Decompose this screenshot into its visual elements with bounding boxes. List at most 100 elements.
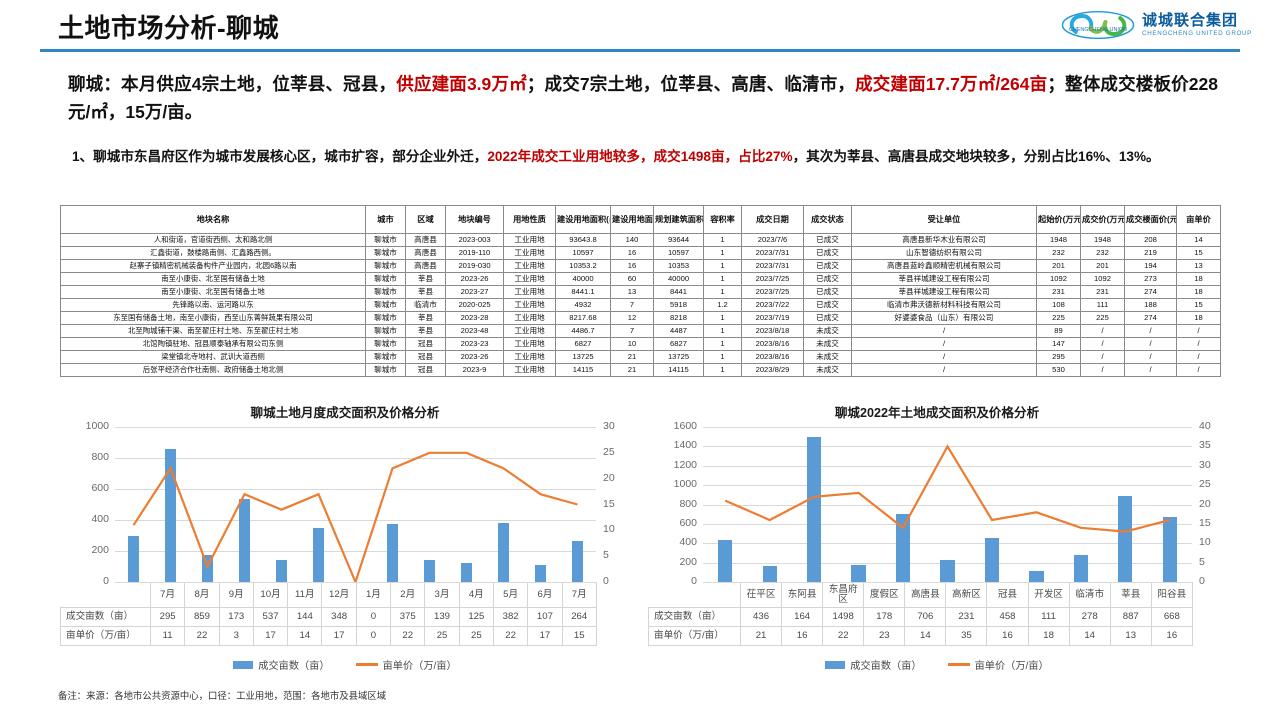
- gridline: [115, 520, 596, 521]
- y-axis-tick-label: 200: [679, 555, 697, 568]
- chart-row-label: 成交亩数（亩）: [60, 607, 151, 627]
- chart-value-cell: 1498: [822, 607, 865, 627]
- chart-value-cell: 35: [945, 626, 988, 646]
- bullet-text-2: ，其次为莘县、高唐县成交地块较多，分别占比16%、13%。: [792, 149, 1160, 164]
- table-cell: 莘县: [405, 324, 446, 338]
- table-cell: 15: [1176, 246, 1221, 260]
- table-cell: 1: [703, 350, 742, 364]
- table-cell: 188: [1124, 298, 1177, 312]
- chart-legend: 成交亩数（亩） 亩单价（万/亩）: [60, 657, 630, 672]
- table-cell: 1: [703, 324, 742, 338]
- table-cell: 231: [1080, 285, 1125, 299]
- table-cell: 1: [703, 337, 742, 351]
- table-cell: 274: [1124, 311, 1177, 325]
- bar: [1073, 555, 1088, 582]
- chart-category-label: 度假区: [863, 582, 906, 608]
- chart-value-cell: 348: [321, 607, 357, 627]
- table-cell: 8217.68: [555, 311, 611, 325]
- chart-value-cell: 17: [527, 626, 563, 646]
- chart-value-cell: 21: [739, 626, 783, 646]
- gridline: [703, 504, 1192, 506]
- bar: [386, 523, 399, 582]
- gridline: [703, 582, 1192, 583]
- table-cell: 聊城市: [365, 285, 406, 299]
- chart-category-label: 12月: [321, 582, 357, 608]
- chart-value-cell: 14: [904, 626, 947, 646]
- table-cell: /: [1080, 363, 1125, 377]
- bar: [718, 539, 733, 582]
- y2-axis-tick-label: 0: [603, 575, 609, 587]
- bar: [497, 522, 510, 582]
- table-cell: 14: [1176, 233, 1221, 247]
- table-cell: 聊城市: [365, 363, 406, 377]
- bar: [571, 541, 584, 582]
- table-cell: 8441: [653, 285, 704, 299]
- y2-axis-tick-label: 30: [603, 420, 615, 432]
- table-cell: 南至小康街、北至国有储备土地: [60, 285, 366, 299]
- chart-value-cell: 16: [986, 626, 1029, 646]
- y2-axis-tick-label: 5: [1199, 555, 1205, 568]
- col-parcel-no: 地块编号: [445, 205, 504, 234]
- col-area-sqm: 建设用地面积(㎡): [555, 205, 611, 234]
- company-logo: CHENGCHENG UNION 诚城联合集团 CHENGCHENG UNITE…: [1061, 10, 1252, 40]
- table-cell: 274: [1124, 285, 1177, 299]
- chart-value-cell: 173: [218, 607, 254, 627]
- logo-mark-text: CHENGCHENG UNION: [1069, 27, 1127, 33]
- page-title: 土地市场分析-聊城: [58, 13, 280, 43]
- chart-title: 聊城2022年土地成交面积及价格分析: [834, 406, 1040, 420]
- chart-value-cell: 375: [390, 607, 426, 627]
- chart-value-cell: 278: [1068, 607, 1111, 627]
- table-cell: 10353: [653, 259, 704, 273]
- chart-category-label: 2月: [390, 582, 426, 608]
- y2-axis-tick-label: 35: [1199, 439, 1211, 452]
- table-cell: 15: [1176, 298, 1221, 312]
- table-header-row: 地块名称 城市 区域 地块编号 用地性质 建设用地面积(㎡) 建设用地面积(亩)…: [60, 205, 1221, 234]
- table-cell: /: [1080, 337, 1125, 351]
- table-cell: 未成交: [803, 363, 852, 377]
- chart-value-cell: 107: [527, 607, 563, 627]
- table-cell: 后张平经济合作社南侧、政府储备土地北侧: [60, 363, 366, 377]
- bar: [1162, 517, 1177, 582]
- table-cell: 1: [703, 246, 742, 260]
- table-cell: /: [851, 350, 1037, 364]
- table-cell: 工业用地: [503, 337, 556, 351]
- table-cell: 工业用地: [503, 272, 556, 286]
- col-deal-status: 成交状态: [803, 205, 852, 234]
- bullet-text-1: 1、聊城市东昌府区作为城市发展核心区，城市扩容，部分企业外迁，: [72, 149, 488, 164]
- table-cell: 工业用地: [503, 324, 556, 338]
- summary-text-2: ；成交7宗土地，位莘县、高唐、临清市，: [526, 74, 856, 94]
- chart-category-label: 高唐县: [904, 582, 947, 608]
- bar: [807, 436, 822, 582]
- table-cell: 2023/7/6: [741, 233, 804, 247]
- legend-item-line: 亩单价（万/亩）: [947, 657, 1049, 672]
- y-axis-tick-label: 200: [91, 544, 109, 556]
- col-city: 城市: [365, 205, 406, 234]
- chart-value-cell: 3: [218, 626, 254, 646]
- table-cell: 未成交: [803, 337, 852, 351]
- bullet-highlight: 2022年成交工业用地较多，成交1498亩，占比27%: [487, 149, 793, 164]
- y2-axis-tick-label: 15: [1199, 516, 1211, 529]
- bar: [762, 566, 777, 582]
- chart-value-cell: 17: [252, 626, 289, 646]
- table-cell: 2023/8/18: [741, 324, 804, 338]
- col-land-use: 用地性质: [503, 205, 556, 234]
- table-cell: 60: [610, 272, 654, 286]
- chart-monthly-land: 聊城土地月度成交面积及价格分析 0 200 400 600 800 1000 0 5 10 15 2…: [60, 402, 630, 672]
- table-cell: 5918: [653, 298, 704, 312]
- table-cell: 4486.7: [555, 324, 611, 338]
- table-cell: 2019-110: [445, 246, 504, 260]
- chart-2022-land: 聊城2022年土地成交面积及价格分析 0 200 400 600 800 1000 1200…: [648, 402, 1226, 672]
- chart-value-cell: 382: [492, 607, 529, 627]
- chart-value-cell: 887: [1109, 607, 1152, 627]
- table-cell: /: [1124, 363, 1177, 377]
- chart-value-cell: 18: [1027, 626, 1070, 646]
- chart-value-cell: 17: [321, 626, 357, 646]
- y2-axis-tick-label: 0: [1199, 575, 1205, 587]
- table-cell: 聊城市: [365, 272, 406, 286]
- chart-data-table: 茌平区 东阿县 东昌府区 度假区 高唐县 高新区 冠县 开发区 临清市 莘县 阳谷县 成交亩数（亩） 4…: [648, 582, 1227, 646]
- chart-legend: 成交亩数（亩） 亩单价（万/亩）: [648, 657, 1226, 672]
- col-district: 区域: [405, 205, 446, 234]
- chart-value-cell: 22: [184, 626, 220, 646]
- table-cell: 冠县: [405, 337, 446, 351]
- table-row: 北馆陶镇驻地、冠县顺泰轴承有限公司东侧 聊城市 冠县 2023-23 工业用地 6827 1…: [60, 337, 1221, 351]
